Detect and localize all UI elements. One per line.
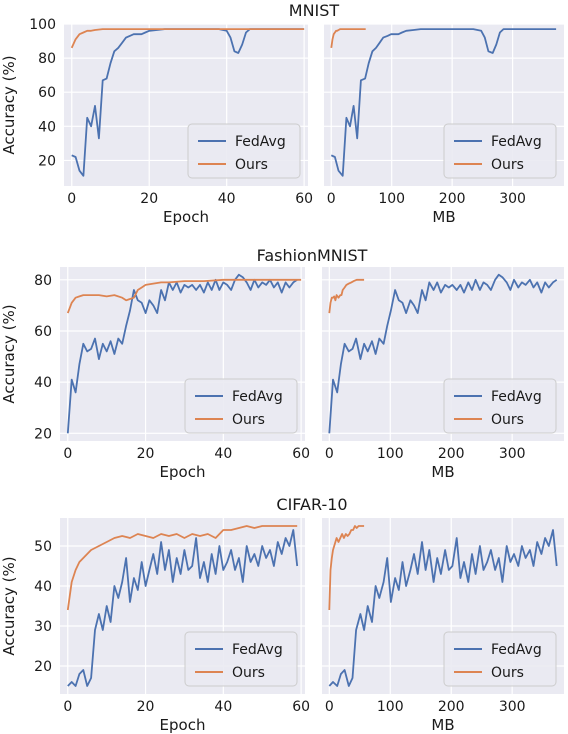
series-line-ours bbox=[66, 278, 302, 314]
series-line-ours bbox=[66, 525, 298, 611]
x-tick-label: 20 bbox=[140, 191, 158, 207]
series-line-ours bbox=[330, 28, 366, 49]
x-tick-label: 100 bbox=[377, 446, 404, 462]
y-tick-label: 50 bbox=[34, 539, 52, 555]
x-tick-label: 20 bbox=[137, 699, 155, 715]
x-tick-label: 300 bbox=[499, 191, 526, 207]
y-axis-label: Accuracy (%) bbox=[0, 304, 18, 403]
cifar10-mb-panel: 0 100 200 300 FedAvg Ours MB bbox=[322, 518, 564, 734]
x-tick-label: 200 bbox=[438, 446, 465, 462]
y-tick-label: 40 bbox=[38, 119, 56, 135]
fashionmnist-epoch-panel: 0 20 40 60 20 40 60 80 FedAvg Ours FashionMNIST Epo… bbox=[0, 246, 368, 481]
x-tick-label: 0 bbox=[325, 446, 334, 462]
legend-label-fedavg: FedAvg bbox=[235, 134, 286, 150]
legend-label-fedavg: FedAvg bbox=[232, 389, 283, 405]
legend-label-fedavg: FedAvg bbox=[491, 389, 542, 405]
y-tick-label: 80 bbox=[38, 51, 56, 67]
series-line-ours bbox=[328, 278, 365, 314]
series-line-fedavg bbox=[328, 529, 558, 687]
x-tick-label: 0 bbox=[327, 191, 336, 207]
series-line-fedavg bbox=[67, 529, 299, 687]
legend-label-ours: Ours bbox=[235, 157, 268, 173]
x-tick-label: 0 bbox=[325, 699, 334, 715]
y-tick-label: 60 bbox=[34, 324, 52, 340]
y-tick-label: 30 bbox=[34, 619, 52, 635]
y-tick-label: 80 bbox=[34, 273, 52, 289]
y-tick-label: 20 bbox=[34, 659, 52, 675]
y-tick-label: 20 bbox=[38, 153, 56, 169]
series-line-fedavg bbox=[330, 28, 557, 177]
x-tick-label: 300 bbox=[499, 699, 526, 715]
y-tick-label: 20 bbox=[34, 426, 52, 442]
x-tick-label: 100 bbox=[378, 191, 405, 207]
chart-title: FashionMNIST bbox=[257, 246, 368, 265]
x-axis-label: Epoch bbox=[160, 463, 206, 481]
x-tick-label: 40 bbox=[214, 699, 232, 715]
legend-label-fedavg: FedAvg bbox=[491, 134, 542, 150]
x-axis-label: MB bbox=[431, 716, 454, 734]
x-tick-label: 60 bbox=[292, 699, 310, 715]
x-tick-label: 0 bbox=[63, 446, 72, 462]
x-axis-label: MB bbox=[432, 208, 455, 226]
series-line-ours bbox=[70, 28, 305, 49]
series-line-ours bbox=[328, 525, 365, 611]
legend-label-ours: Ours bbox=[491, 157, 524, 173]
mnist-mb-panel: 0 100 200 300 FedAvg Ours MB bbox=[324, 23, 564, 226]
y-tick-label: 60 bbox=[38, 85, 56, 101]
fashionmnist-mb-panel: 0 100 200 300 FedAvg Ours MB bbox=[322, 267, 564, 481]
y-axis-label: Accuracy (%) bbox=[0, 55, 18, 154]
x-tick-label: 40 bbox=[218, 191, 236, 207]
x-tick-label: 0 bbox=[67, 191, 76, 207]
y-tick-label: 100 bbox=[29, 17, 56, 33]
chart-title: CIFAR-10 bbox=[276, 495, 347, 514]
x-tick-label: 20 bbox=[137, 446, 155, 462]
y-axis-label: Accuracy (%) bbox=[0, 556, 18, 655]
series-line-fedavg bbox=[66, 273, 298, 434]
series-line-fedavg bbox=[328, 273, 558, 434]
x-tick-label: 0 bbox=[63, 699, 72, 715]
mnist-epoch-panel: 0 20 40 60 20 40 60 80 100 FedAvg Ours MNIST Epoch Ac… bbox=[0, 1, 339, 226]
cifar10-epoch-panel: 0 20 40 60 20 30 40 50 FedAvg Ours CIFAR-10 Epoch Ac… bbox=[0, 495, 348, 734]
legend-label-ours: Ours bbox=[491, 412, 524, 428]
legend-label-ours: Ours bbox=[491, 665, 524, 681]
x-axis-label: Epoch bbox=[163, 208, 209, 226]
legend-label-fedavg: FedAvg bbox=[491, 642, 542, 658]
x-axis-label: MB bbox=[431, 463, 454, 481]
legend-label-fedavg: FedAvg bbox=[232, 642, 283, 658]
y-tick-label: 40 bbox=[34, 375, 52, 391]
x-axis-label: Epoch bbox=[160, 716, 206, 734]
x-tick-label: 60 bbox=[292, 446, 310, 462]
x-tick-label: 40 bbox=[214, 446, 232, 462]
y-tick-label: 40 bbox=[34, 579, 52, 595]
x-tick-label: 200 bbox=[439, 191, 466, 207]
x-tick-label: 300 bbox=[499, 446, 526, 462]
legend-label-ours: Ours bbox=[232, 412, 265, 428]
x-tick-label: 100 bbox=[377, 699, 404, 715]
x-tick-label: 60 bbox=[295, 191, 313, 207]
chart-title: MNIST bbox=[289, 1, 340, 20]
x-tick-label: 200 bbox=[438, 699, 465, 715]
legend-label-ours: Ours bbox=[232, 665, 265, 681]
